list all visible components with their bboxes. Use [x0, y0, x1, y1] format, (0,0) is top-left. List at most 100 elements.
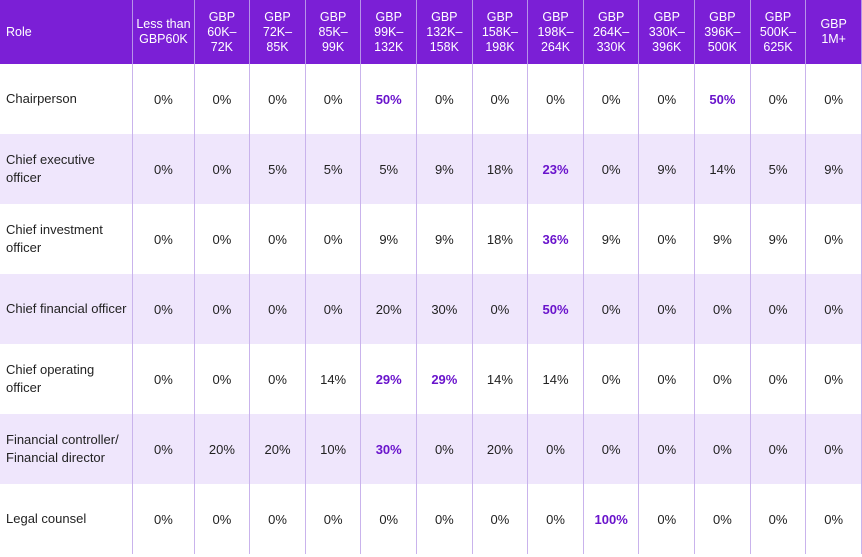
percentage-cell: 9%	[638, 134, 696, 204]
table-row: Chief financial officer 0% 0% 0% 0% 20% 30% 0% 5…	[0, 274, 862, 344]
column-header-salary-band: GBP 99K– 132K	[360, 0, 418, 64]
percentage-cell: 0%	[750, 484, 807, 554]
percentage-cell: 0%	[805, 274, 862, 344]
percentage-cell: 0%	[638, 64, 696, 134]
percentage-cell: 9%	[694, 204, 751, 274]
percentage-cell: 0%	[132, 204, 195, 274]
percentage-cell: 0%	[583, 64, 640, 134]
column-header-salary-band: GBP 132K– 158K	[416, 0, 473, 64]
percentage-cell: 23%	[527, 134, 584, 204]
column-header-salary-band: GBP 264K– 330K	[583, 0, 640, 64]
percentage-cell: 0%	[249, 204, 306, 274]
percentage-cell: 14%	[472, 344, 529, 414]
table-row: Financial controller/ Financial director…	[0, 414, 862, 484]
column-header-salary-band: GBP 60K– 72K	[194, 0, 251, 64]
percentage-cell: 0%	[638, 414, 696, 484]
percentage-cell: 9%	[750, 204, 807, 274]
table-header: Role Less than GBP60K GBP 60K– 72K GBP 72K–…	[0, 0, 862, 64]
table-row: Chief operating officer 0% 0% 0% 14% 29% 29% 14…	[0, 344, 862, 414]
percentage-cell: 0%	[132, 134, 195, 204]
percentage-cell: 0%	[805, 484, 862, 554]
percentage-cell: 0%	[194, 204, 251, 274]
percentage-cell: 0%	[694, 274, 751, 344]
percentage-cell: 0%	[638, 344, 696, 414]
percentage-cell: 0%	[694, 344, 751, 414]
role-label: Chief investment officer	[0, 204, 134, 274]
percentage-cell: 0%	[638, 274, 696, 344]
role-label: Chief operating officer	[0, 344, 134, 414]
percentage-cell: 0%	[472, 274, 529, 344]
role-label: Legal counsel	[0, 484, 134, 554]
percentage-cell: 20%	[360, 274, 418, 344]
percentage-cell: 5%	[360, 134, 418, 204]
percentage-cell: 50%	[694, 64, 751, 134]
column-header-salary-band: GBP 72K– 85K	[249, 0, 306, 64]
column-header-salary-band: GBP 158K– 198K	[472, 0, 529, 64]
percentage-cell: 0%	[638, 204, 696, 274]
table-body: Chairperson 0% 0% 0% 0% 50% 0% 0% 0% 0% 0% 50% 0% 0% C…	[0, 64, 862, 554]
percentage-cell: 29%	[416, 344, 473, 414]
percentage-cell: 9%	[805, 134, 862, 204]
percentage-cell: 50%	[360, 64, 418, 134]
percentage-cell: 0%	[249, 344, 306, 414]
percentage-cell: 9%	[360, 204, 418, 274]
percentage-cell: 20%	[194, 414, 251, 484]
percentage-cell: 14%	[527, 344, 584, 414]
percentage-cell: 0%	[132, 484, 195, 554]
percentage-cell: 0%	[750, 274, 807, 344]
table-row: Legal counsel 0% 0% 0% 0% 0% 0% 0% 0% 100% 0% 0% 0% 0…	[0, 484, 862, 554]
percentage-cell: 0%	[805, 204, 862, 274]
percentage-cell: 0%	[305, 274, 362, 344]
percentage-cell: 0%	[583, 274, 640, 344]
role-label: Chief executive officer	[0, 134, 134, 204]
percentage-cell: 0%	[527, 414, 584, 484]
percentage-cell: 0%	[805, 64, 862, 134]
percentage-cell: 0%	[805, 414, 862, 484]
percentage-cell: 0%	[527, 484, 584, 554]
percentage-cell: 0%	[132, 274, 195, 344]
percentage-cell: 36%	[527, 204, 584, 274]
role-label: Chairperson	[0, 64, 134, 134]
column-header-salary-band: GBP 1M+	[805, 0, 862, 64]
percentage-cell: 30%	[360, 414, 418, 484]
column-header-salary-band: GBP 85K– 99K	[305, 0, 362, 64]
percentage-cell: 0%	[472, 484, 529, 554]
percentage-cell: 18%	[472, 204, 529, 274]
percentage-cell: 0%	[305, 64, 362, 134]
column-header-salary-band: Less than GBP60K	[132, 0, 195, 64]
percentage-cell: 9%	[416, 134, 473, 204]
percentage-cell: 30%	[416, 274, 473, 344]
percentage-cell: 10%	[305, 414, 362, 484]
percentage-cell: 100%	[583, 484, 640, 554]
percentage-cell: 0%	[583, 414, 640, 484]
column-header-salary-band: GBP 198K– 264K	[527, 0, 584, 64]
percentage-cell: 5%	[249, 134, 306, 204]
percentage-cell: 50%	[527, 274, 584, 344]
percentage-cell: 0%	[305, 484, 362, 554]
table-row: Chairperson 0% 0% 0% 0% 50% 0% 0% 0% 0% 0% 50% 0% 0%	[0, 64, 862, 134]
percentage-cell: 0%	[416, 414, 473, 484]
role-label: Financial controller/ Financial director	[0, 414, 134, 484]
percentage-cell: 0%	[194, 64, 251, 134]
percentage-cell: 0%	[638, 484, 696, 554]
table-row: Chief investment officer 0% 0% 0% 0% 9% 9% 18% 3…	[0, 204, 862, 274]
percentage-cell: 0%	[694, 414, 751, 484]
percentage-cell: 0%	[416, 64, 473, 134]
percentage-cell: 0%	[194, 344, 251, 414]
table-row: Chief executive officer 0% 0% 5% 5% 5% 9% 18% 23…	[0, 134, 862, 204]
column-header-salary-band: GBP 330K– 396K	[638, 0, 696, 64]
percentage-cell: 0%	[583, 134, 640, 204]
percentage-cell: 0%	[416, 484, 473, 554]
percentage-cell: 0%	[194, 274, 251, 344]
percentage-cell: 0%	[249, 64, 306, 134]
percentage-cell: 18%	[472, 134, 529, 204]
percentage-cell: 14%	[305, 344, 362, 414]
header-row: Role Less than GBP60K GBP 60K– 72K GBP 72K–…	[0, 0, 862, 64]
percentage-cell: 0%	[194, 484, 251, 554]
percentage-cell: 0%	[194, 134, 251, 204]
percentage-cell: 0%	[249, 274, 306, 344]
column-header-salary-band: GBP 500K– 625K	[750, 0, 807, 64]
role-label: Chief financial officer	[0, 274, 134, 344]
percentage-cell: 0%	[132, 344, 195, 414]
percentage-cell: 9%	[583, 204, 640, 274]
